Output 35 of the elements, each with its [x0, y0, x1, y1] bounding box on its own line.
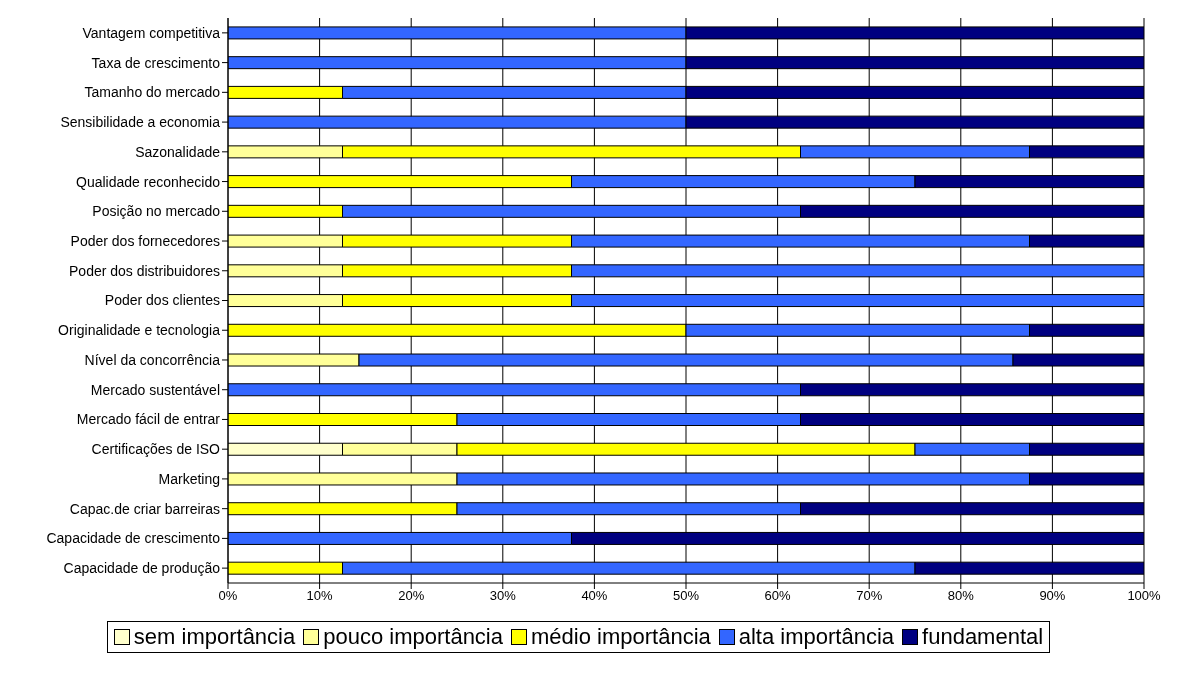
y-tick-label: Certificações de ISO — [91, 441, 221, 458]
y-tick-label: Capac.de criar barreiras — [69, 500, 220, 517]
legend-label: pouco importância — [323, 624, 503, 650]
y-tick-label: Poder dos distribuidores — [69, 262, 220, 279]
legend-label: sem importância — [133, 624, 296, 650]
x-tick-label: 80% — [947, 588, 975, 604]
x-tick-label: 30% — [489, 588, 517, 604]
y-tick-label: Nível da concorrência — [84, 351, 221, 368]
x-tick-label: 0% — [218, 588, 238, 604]
y-tick-label: Mercado sustentável — [90, 381, 220, 398]
y-tick-label: Sensibilidade a economia — [60, 114, 221, 131]
x-tick-label: 70% — [856, 588, 883, 604]
legend-label: médio importância — [531, 624, 711, 650]
y-tick-label: Originalidade e tecnologia — [58, 322, 221, 339]
y-tick-label: Taxa de crescimento — [91, 54, 221, 71]
y-tick-label: Qualidade reconhecido — [76, 173, 221, 190]
y-tick-label: Posição no mercado — [92, 203, 221, 220]
y-tick-label: Sazonalidade — [135, 143, 221, 160]
x-tick-label: 60% — [764, 588, 792, 604]
legend-label: alta importância — [738, 624, 895, 650]
x-tick-label: 40% — [581, 588, 608, 604]
x-tick-label: 100% — [1127, 588, 1162, 604]
x-tick-label: 10% — [306, 588, 334, 604]
y-tick-label: Vantagem competitiva — [82, 24, 221, 41]
y-tick-label: Poder dos clientes — [104, 292, 220, 309]
x-tick-label: 90% — [1039, 588, 1066, 604]
y-tick-label: Tamanho do mercado — [84, 84, 221, 101]
x-tick-label: 50% — [672, 588, 700, 604]
y-tick-label: Capacidade de crescimento — [46, 530, 221, 547]
y-tick-label: Mercado fácil de entrar — [76, 411, 221, 428]
y-tick-label: Marketing — [158, 470, 220, 487]
y-tick-label: Poder dos fornecedores — [70, 233, 220, 249]
y-tick-label: Capacidade de produção — [63, 560, 221, 577]
x-tick-label: 20% — [398, 588, 425, 604]
legend-label: fundamental — [922, 624, 1044, 650]
